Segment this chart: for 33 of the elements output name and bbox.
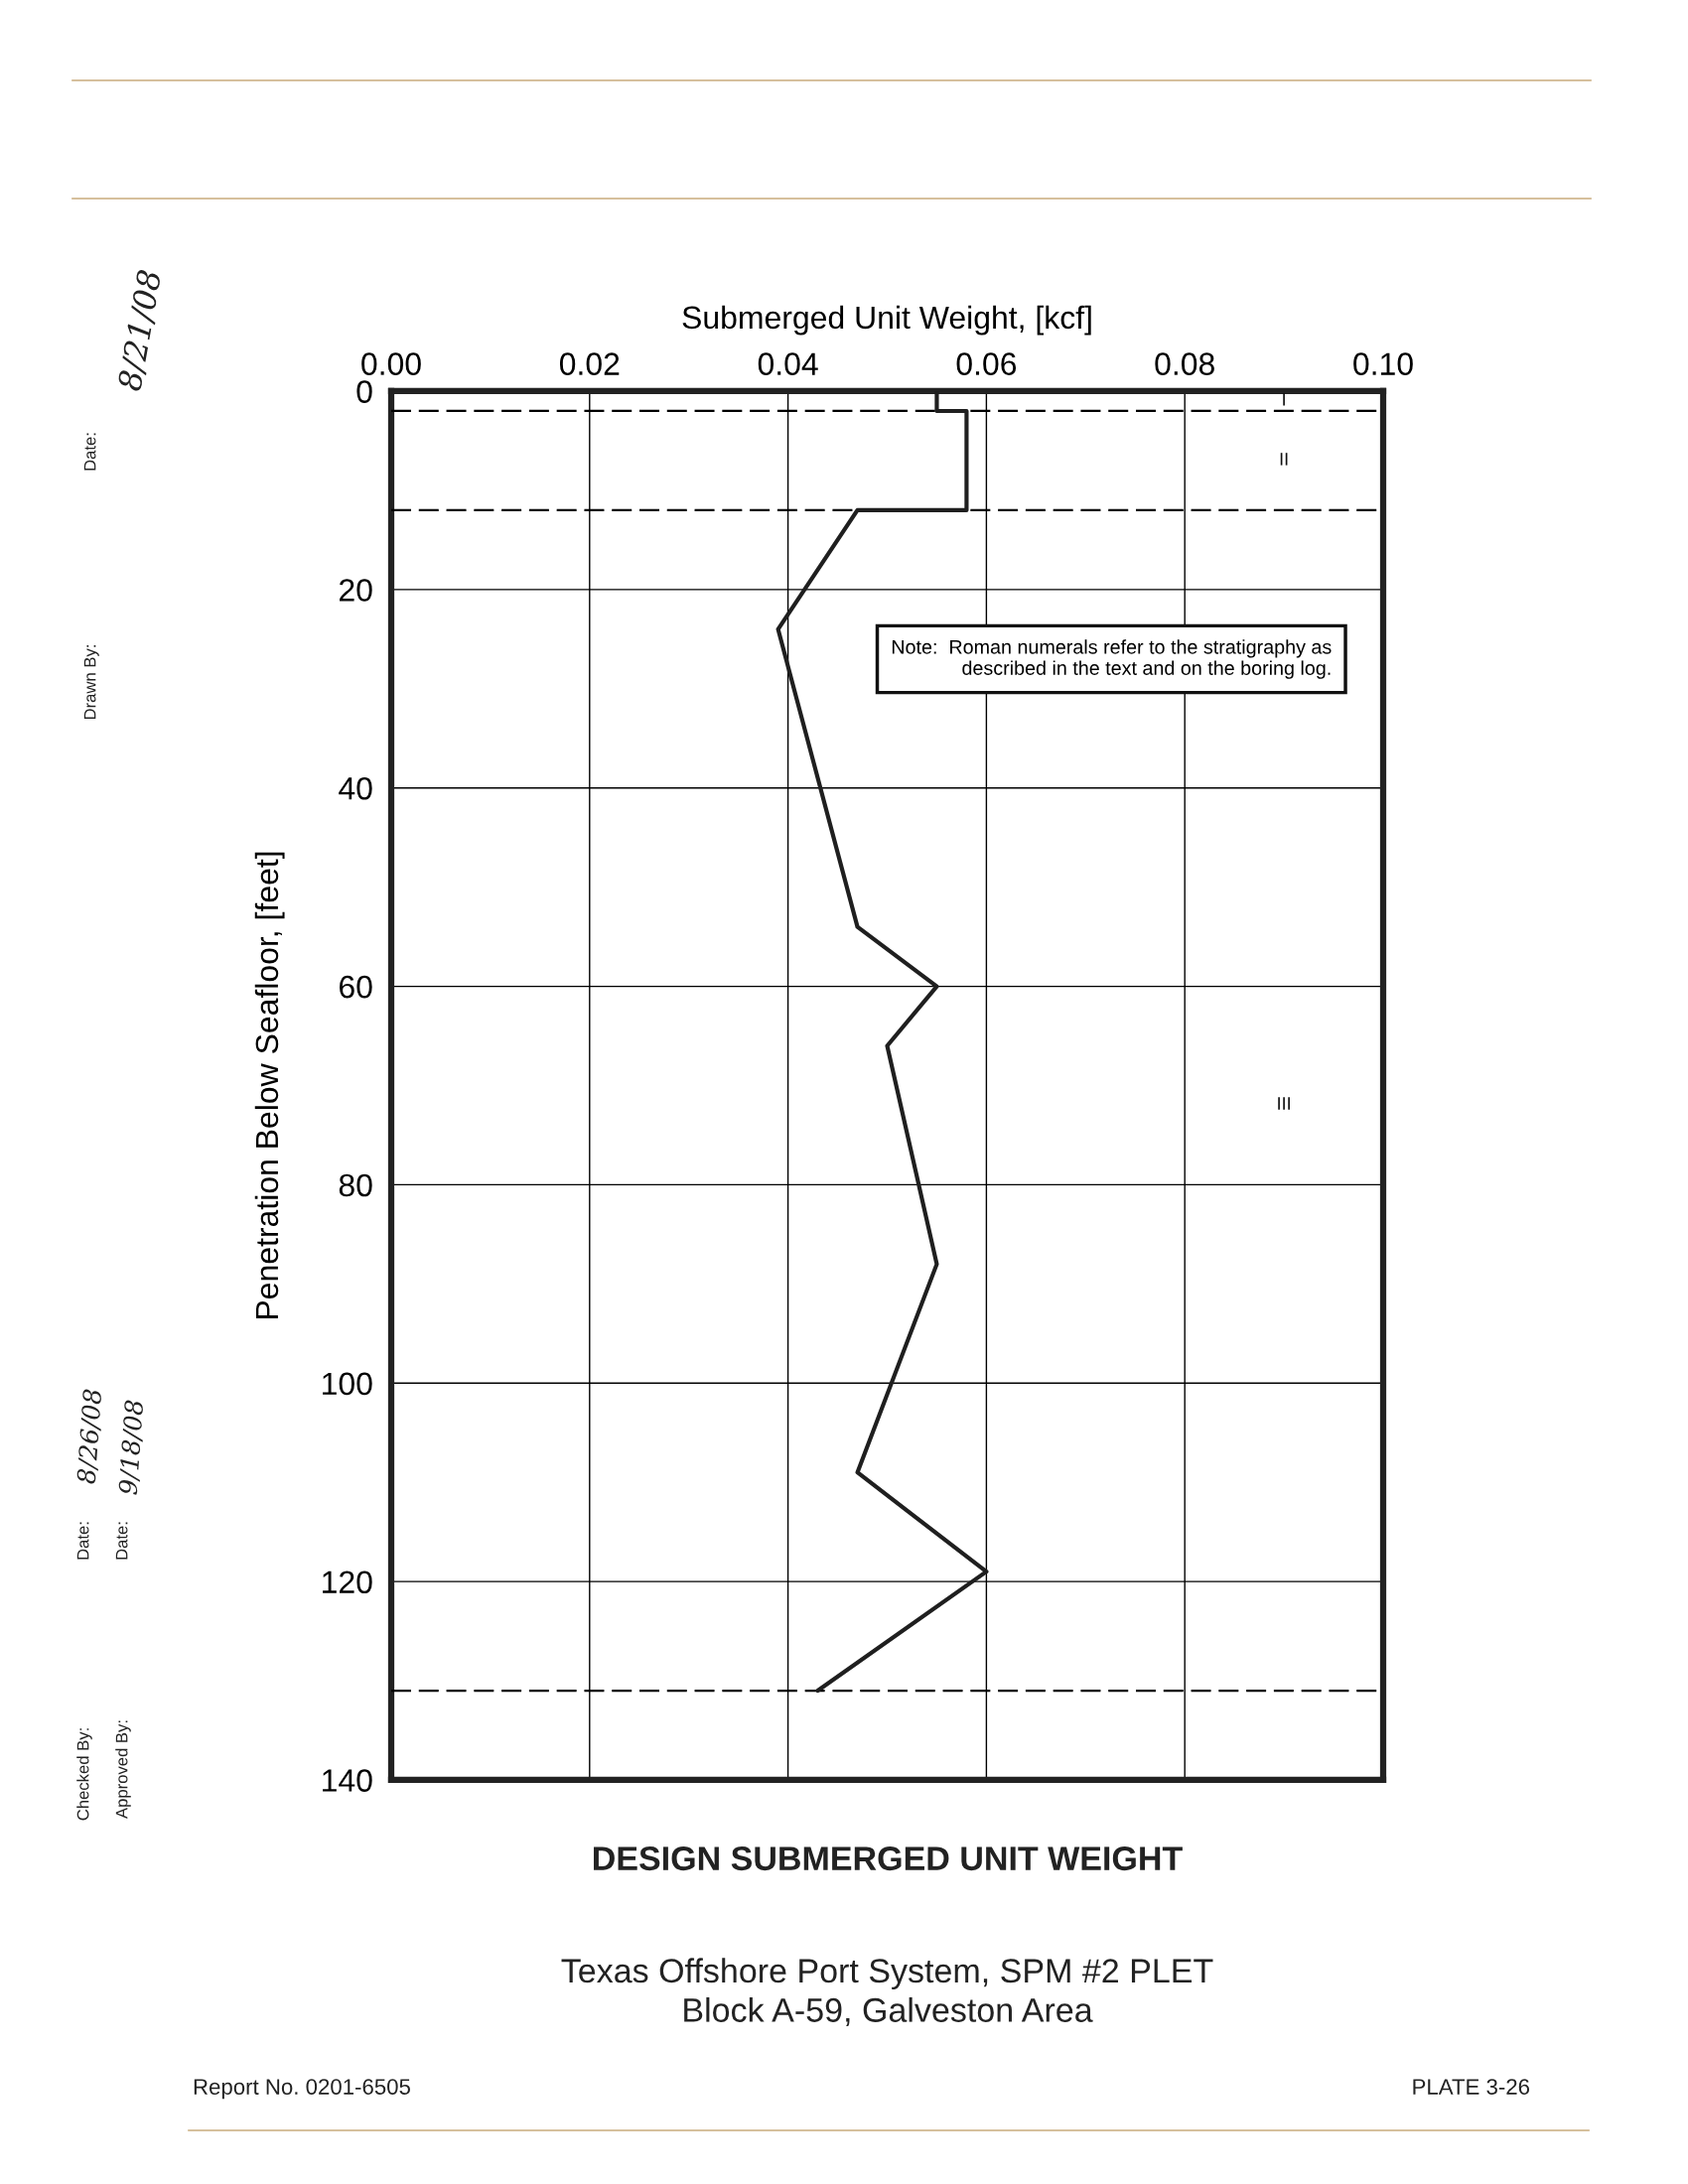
annotation: I [1283, 393, 1285, 406]
x-axis-title: Submerged Unit Weight, [kcf] [682, 305, 1091, 336]
y-tick-label: 0 [356, 380, 372, 403]
text: 8/21/08 [116, 269, 165, 392]
x-tick-label: 0.08 [1155, 352, 1214, 375]
text: Approved By: [115, 1720, 131, 1819]
annotation: III [1278, 1097, 1290, 1110]
x-tick-label: 0.02 [559, 352, 620, 375]
y-tick-label: 120 [323, 1570, 372, 1594]
text: 8/26/08 [76, 1389, 104, 1484]
text: DESIGN SUBMERGED UNIT WEIGHT [594, 1846, 1183, 1871]
y-tick-label: 140 [323, 1769, 372, 1792]
text: Texas Offshore Port System, SPM #2 PLET Block A-59, Galveston Area [561, 1958, 1213, 2026]
x-tick-label: 0.10 [1353, 352, 1413, 375]
text: Date: [83, 433, 96, 471]
annotation: II [1280, 453, 1288, 466]
text: Date: [115, 1522, 128, 1560]
y-tick-label: 20 [340, 579, 372, 602]
text: Date: [76, 1522, 89, 1560]
x-tick-label: 0.06 [956, 352, 1017, 375]
y-tick-label: 80 [339, 1173, 372, 1197]
text: Drawn By: [83, 645, 99, 720]
y-tick-label: 100 [323, 1372, 372, 1396]
y-axis-title: Penetration Below Seafloor, [feet] [254, 852, 285, 1318]
x-tick-label: 0.00 [361, 352, 421, 375]
text: Report No. 0201-6505 [194, 2079, 410, 2100]
annotation: Note: Roman numerals refer to the stratigraphy as described in the text and on the boring log. [892, 639, 1332, 679]
text: Checked By: [76, 1728, 92, 1821]
y-tick-label: 40 [339, 776, 372, 800]
y-tick-label: 60 [340, 975, 372, 999]
text: PLATE 3-26 [1413, 2079, 1530, 2095]
x-tick-label: 0.04 [758, 352, 818, 375]
text: 9/18/08 [118, 1400, 146, 1495]
